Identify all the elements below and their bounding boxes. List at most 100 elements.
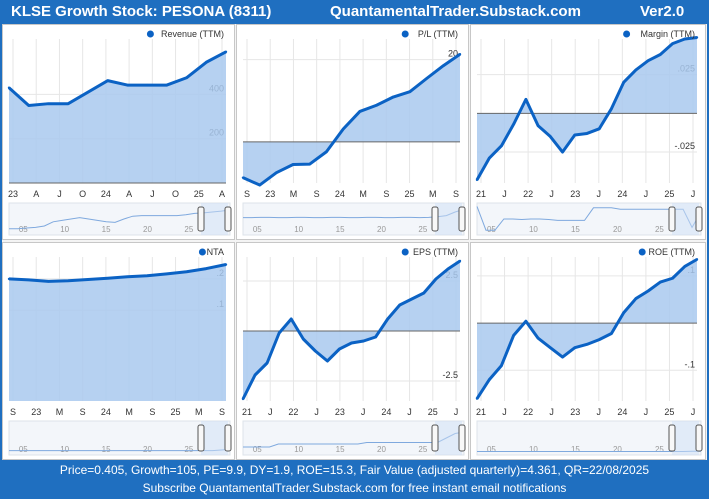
x-tick-label: J (691, 407, 696, 417)
data-point (253, 373, 257, 377)
legend-marker (146, 30, 154, 38)
data-point (7, 86, 11, 89)
data-point (241, 397, 245, 401)
x-tick-label: 23 (31, 407, 41, 417)
x-tick-label: 22 (523, 407, 533, 417)
data-point (86, 278, 90, 281)
navigator (8, 420, 231, 456)
x-tick-label: 25 (171, 407, 181, 417)
navigator-label: 10 (60, 225, 69, 234)
x-tick-label: M (429, 189, 437, 199)
data-point (106, 277, 109, 280)
legend: Revenue (TTM) (146, 29, 224, 39)
footer-bar: Price=0.405, Growth=105, PE=9.9, DY=1.9,… (0, 460, 709, 499)
legend-label: ROE (TTM) (649, 247, 696, 257)
x-tick-label: J (644, 189, 649, 199)
x-tick-label: O (172, 189, 179, 199)
navigator-label: 25 (418, 225, 427, 234)
navigator (242, 202, 465, 236)
navigator-handle (224, 206, 232, 232)
legend: Margin (TTM) (623, 29, 695, 39)
legend: P/L (TTM) (401, 29, 458, 39)
x-tick-label: S (244, 189, 250, 199)
navigator-label: 10 (294, 445, 303, 454)
navigator-label: 25 (184, 445, 193, 454)
report-title: KLSE Growth Stock: PESONA (8311) (11, 3, 272, 20)
x-tick-label: S (10, 407, 16, 417)
data-point (185, 76, 188, 79)
data-point (126, 275, 129, 278)
series-line (7, 50, 227, 107)
y-tick-label: -.1 (684, 359, 695, 369)
data-point (434, 277, 438, 281)
data-point (422, 291, 426, 295)
data-point (308, 162, 311, 166)
navigator-handle (695, 206, 703, 232)
legend-marker (623, 30, 631, 38)
navigator-label: 20 (143, 225, 152, 234)
navigator (476, 420, 702, 456)
data-point (659, 53, 662, 56)
navigator-handle (197, 206, 205, 232)
data-point (622, 311, 625, 314)
legend-marker (401, 248, 409, 256)
data-point (66, 102, 70, 105)
x-tick-label: S (80, 407, 86, 417)
navigator-label: 25 (184, 225, 193, 234)
header-bar: KLSE Growth Stock: PESONA (8311) Quantam… (0, 0, 709, 24)
data-point (205, 267, 208, 270)
navigator-handle (458, 206, 466, 232)
x-tick-label: S (383, 189, 389, 199)
x-tick-label: 25 (428, 407, 438, 417)
data-point (561, 150, 564, 154)
navigator-line (9, 209, 231, 230)
x-tick-label: S (314, 189, 320, 199)
navigator-label: 20 (377, 445, 386, 454)
data-point (314, 349, 317, 353)
navigator-label: 05 (253, 225, 262, 234)
x-tick-label: 24 (101, 407, 111, 417)
navigator-line (9, 448, 231, 452)
legend-label: EPS (TTM) (413, 247, 458, 257)
data-point (536, 337, 540, 340)
data-point (446, 267, 450, 271)
data-point (500, 144, 503, 148)
navigator-label: 15 (336, 445, 345, 454)
data-point (524, 98, 528, 101)
navigator-line (243, 208, 465, 219)
x-tick-label: 25 (194, 189, 204, 199)
navigator-handle (197, 424, 205, 452)
navigator-label: 20 (613, 225, 622, 234)
series-line (8, 263, 227, 283)
x-tick-label: 23 (570, 189, 580, 199)
navigator-label: 10 (529, 225, 538, 234)
data-point (362, 339, 365, 343)
x-tick-label: J (502, 189, 507, 199)
data-point (561, 355, 564, 359)
data-point (610, 107, 613, 110)
x-tick-label: J (361, 407, 366, 417)
navigator-label: 25 (655, 445, 664, 454)
navigator-handle (458, 424, 466, 452)
data-point (610, 332, 613, 335)
x-tick-label: M (56, 407, 64, 417)
data-point (695, 258, 699, 261)
y-tick-label: -2.5 (442, 370, 458, 380)
data-point (585, 343, 589, 346)
data-point (634, 297, 638, 300)
legend-marker (198, 248, 206, 256)
x-tick-label: 21 (242, 407, 252, 417)
legend: EPS (TTM) (401, 247, 458, 257)
series-line (242, 52, 461, 187)
navigator-label: 20 (613, 445, 622, 454)
data-point (47, 280, 50, 283)
data-point (573, 346, 576, 349)
legend: NTA (198, 247, 224, 257)
data-point (475, 178, 479, 182)
x-tick-label: J (549, 407, 554, 417)
navigator-label: 05 (19, 445, 28, 454)
